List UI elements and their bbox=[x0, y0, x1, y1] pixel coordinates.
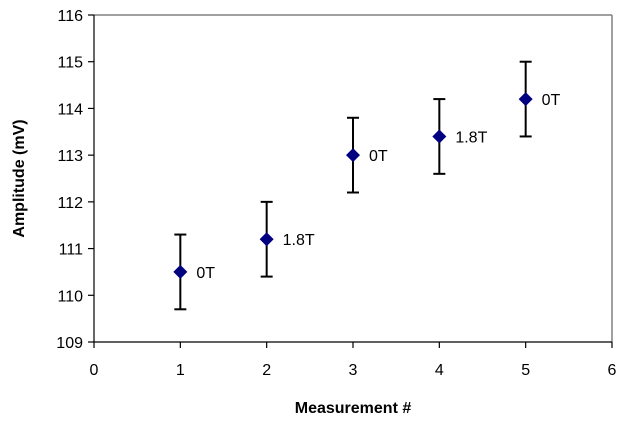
y-tick-label: 112 bbox=[57, 195, 83, 212]
x-tick-label: 2 bbox=[262, 362, 271, 379]
y-axis-title: Amplitude (mV) bbox=[11, 119, 28, 237]
x-tick-label: 0 bbox=[90, 362, 99, 379]
data-point-label: 1.8T bbox=[283, 232, 315, 249]
data-point-marker bbox=[432, 129, 447, 144]
y-tick-label: 113 bbox=[57, 148, 83, 165]
data-point-marker bbox=[518, 92, 533, 107]
data-point-label: 0T bbox=[542, 92, 561, 109]
x-tick-label: 4 bbox=[435, 362, 444, 379]
data-point-marker bbox=[346, 148, 360, 163]
data-point-marker bbox=[173, 264, 188, 279]
y-tick-label: 110 bbox=[57, 288, 83, 305]
axes bbox=[88, 14, 613, 348]
x-tick-label: 6 bbox=[608, 362, 617, 379]
x-tick-label: 1 bbox=[176, 362, 185, 379]
y-tick-label: 115 bbox=[57, 55, 83, 72]
x-tick-label: 3 bbox=[349, 362, 358, 379]
x-tick-label: 5 bbox=[521, 362, 530, 379]
data-point-label: 1.8T bbox=[455, 129, 487, 146]
data-points bbox=[173, 92, 533, 279]
y-tick-label: 111 bbox=[59, 242, 83, 259]
y-tick-label: 114 bbox=[57, 101, 83, 118]
point-labels: 0T 1.8T 0T 1.8T 0T bbox=[196, 92, 560, 282]
data-point-label: 0T bbox=[369, 148, 388, 165]
error-bars bbox=[174, 60, 532, 311]
x-axis-title: Measurement # bbox=[295, 400, 412, 417]
y-tick-label: 116 bbox=[57, 8, 83, 25]
data-point-marker bbox=[259, 232, 274, 247]
tick-labels: 109 110 111 112 113 114 115 116 0 1 2 3 4 5 6 bbox=[56, 8, 616, 379]
y-tick-label: 109 bbox=[56, 335, 83, 352]
data-point-label: 0T bbox=[196, 265, 215, 282]
